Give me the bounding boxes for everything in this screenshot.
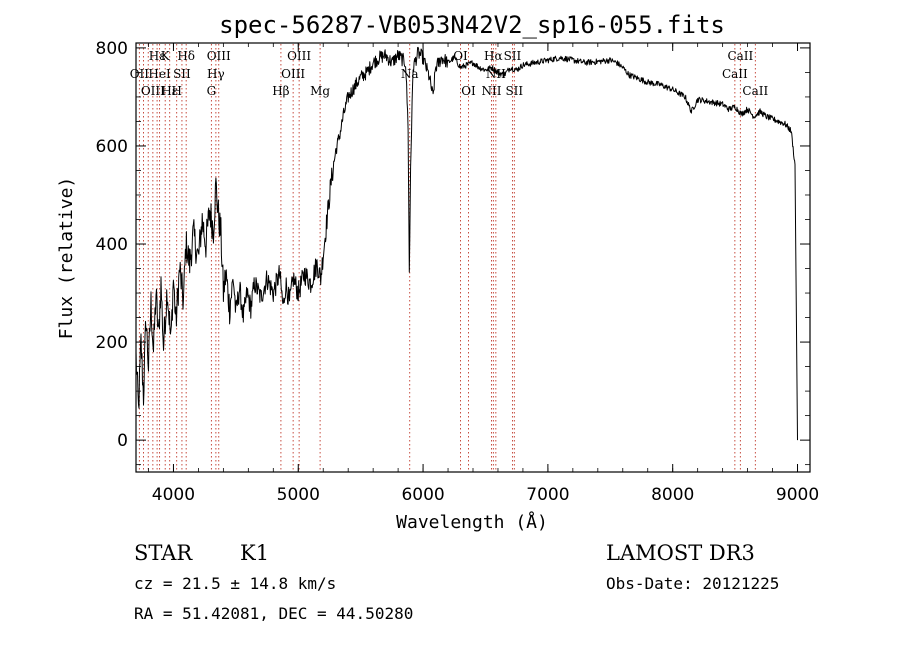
reference-line-label: OIII: [141, 84, 165, 98]
info-obsdate: Obs-Date: 20121225: [606, 574, 779, 593]
plot-area-border: [135, 42, 811, 473]
x-tick-label: 6000: [401, 485, 444, 505]
x-tick-label: 7000: [526, 485, 569, 505]
reference-line-label: CaII: [727, 49, 753, 63]
y-tick-label: 800: [96, 39, 128, 59]
reference-line-label: SII: [504, 49, 522, 63]
y-tick-label: 600: [96, 137, 128, 157]
reference-line-label: Hδ: [177, 49, 195, 63]
y-axis-label: Flux (relative): [56, 177, 77, 340]
x-tick-label: 4000: [152, 485, 195, 505]
reference-line-label: OIII: [207, 49, 231, 63]
reference-line-label: OIII: [281, 67, 305, 81]
plot-frame: [135, 42, 811, 473]
reference-line-label: NII: [481, 84, 501, 98]
reference-line-label: OI: [461, 84, 476, 98]
reference-line-label: Hβ: [272, 84, 289, 98]
reference-line-label: Hε: [161, 84, 178, 98]
info-radec: RA = 51.42081, DEC = 44.50280: [134, 604, 413, 623]
reference-line-label: Hγ: [207, 67, 225, 81]
x-ticks-group: 4000 5000 6000 7000 8000 9000: [148, 43, 819, 505]
reference-line-label: Mg: [310, 84, 330, 98]
reference-line-label: CaII: [742, 84, 768, 98]
x-axis-label: Wavelength (Å): [396, 511, 548, 533]
y-tick-label: 200: [96, 333, 128, 353]
reference-line-label: K: [161, 49, 171, 63]
info-cz: cz = 21.5 ± 14.8 km/s: [134, 574, 336, 593]
reference-line-label: NII: [486, 67, 506, 81]
y-tick-label: 0: [117, 431, 128, 451]
info-survey: LAMOST DR3: [606, 541, 755, 565]
reference-line-label: HeI: [148, 67, 171, 81]
series-group: [135, 46, 798, 441]
reference-line-label: SII: [173, 67, 191, 81]
spectrum-line: [135, 46, 798, 441]
x-tick-label: 9000: [776, 485, 819, 505]
reference-line-label: SII: [505, 84, 523, 98]
reference-line-label: CaII: [722, 67, 748, 81]
info-class: STAR: [134, 541, 193, 565]
reference-line-label: OI: [453, 49, 468, 63]
reference-labels-group: OIIOIIIHεHeIKHεHSIIHδGHγOIIIHβOIIIOIIIMg…: [130, 49, 769, 98]
reference-line-label: Hε: [149, 49, 166, 63]
info-subclass: K1: [240, 541, 269, 565]
y-ticks-group: 0 200 400 600 800: [96, 39, 810, 466]
reference-line-label: Na: [401, 67, 419, 81]
chart-title: spec-56287-VB053N42V2_sp16-055.fits: [219, 11, 725, 39]
reference-line-label: G: [207, 84, 217, 98]
reference-line-label: OIII: [287, 49, 311, 63]
x-tick-label: 8000: [651, 485, 694, 505]
reference-line-label: OII: [130, 67, 150, 81]
y-tick-label: 400: [96, 235, 128, 255]
reference-lines-group: [138, 44, 756, 471]
reference-line-label: H: [171, 84, 181, 98]
reference-line-label: Hα: [484, 49, 503, 63]
x-tick-label: 5000: [277, 485, 320, 505]
